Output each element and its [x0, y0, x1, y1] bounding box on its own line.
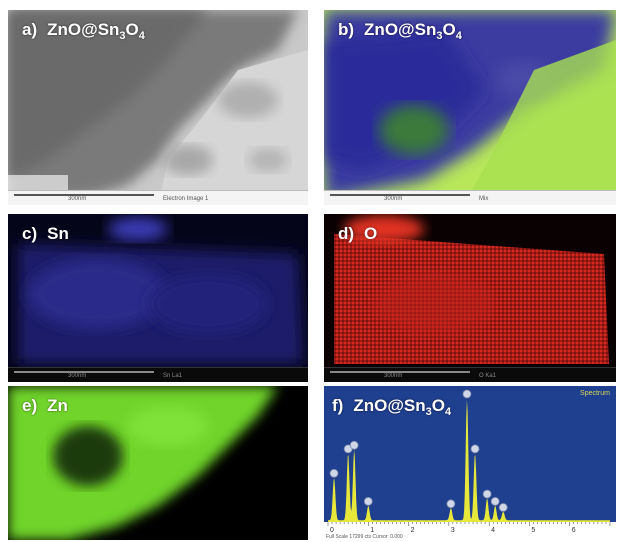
peak-marker [329, 468, 339, 478]
peak-marker [446, 499, 456, 509]
peak-marker [363, 496, 373, 506]
panel-c-label: c) Sn [22, 224, 69, 243]
panel-e-label: e) Zn [22, 396, 68, 415]
panel-a-electron-image: a) ZnO@Sn3O4 300nm Electron Image 1 [8, 10, 308, 205]
x-tick-label: 2 [411, 527, 415, 534]
panel-d-label: d) O [338, 224, 378, 243]
peak-marker [498, 503, 508, 512]
spectrum-chart: 0 1 2 3 4 5 6 [324, 389, 616, 540]
panel-a-label: a) ZnO@Sn3O4 [22, 20, 145, 42]
sn-map-image [8, 214, 308, 382]
spectrum-footer: Full Scale 17299 cts Cursor: 0.000 [326, 534, 403, 540]
panel-e-zn-map: e) Zn [8, 386, 308, 540]
panel-d-o-map: d) O 300nm O Ka1 [324, 214, 616, 382]
spectrum-area [328, 400, 610, 522]
zn-map-image [8, 386, 308, 540]
peak-marker [470, 444, 480, 454]
panel-f-label: f) ZnO@Sn3O4 [332, 396, 452, 418]
mix-map-image [324, 10, 616, 205]
spectrum-title: Spectrum [580, 390, 610, 397]
panel-d-scalebar: 300nm O Ka1 [324, 367, 616, 382]
electron-image [8, 10, 308, 205]
peak-marker [462, 389, 472, 399]
panel-b-label: b) ZnO@Sn3O4 [338, 20, 462, 42]
x-tick-label: 6 [572, 527, 576, 534]
peak-marker [490, 496, 500, 506]
panel-a-scalebar: 300nm Electron Image 1 [8, 190, 308, 205]
panel-f-spectrum: 0 1 2 3 4 5 6 f) ZnO@Sn3O4 Spectrum Full Scale … [324, 386, 616, 540]
panel-b-scalebar: 300nm Mix [324, 190, 616, 205]
peak-marker [482, 489, 492, 499]
x-tick-label: 5 [531, 527, 535, 534]
x-axis-strip [324, 522, 616, 540]
x-tick-label: 0 [330, 527, 334, 534]
panel-c-scalebar: 300nm Sn La1 [8, 367, 308, 382]
x-tick-label: 3 [451, 527, 455, 534]
peak-marker [349, 440, 359, 450]
panel-c-sn-map: c) Sn 300nm Sn La1 [8, 214, 308, 382]
panel-b-mix-map: b) ZnO@Sn3O4 300nm Mix [324, 10, 616, 205]
x-tick-label: 1 [370, 527, 374, 534]
o-map-image [324, 214, 616, 382]
x-tick-label: 4 [491, 527, 495, 534]
